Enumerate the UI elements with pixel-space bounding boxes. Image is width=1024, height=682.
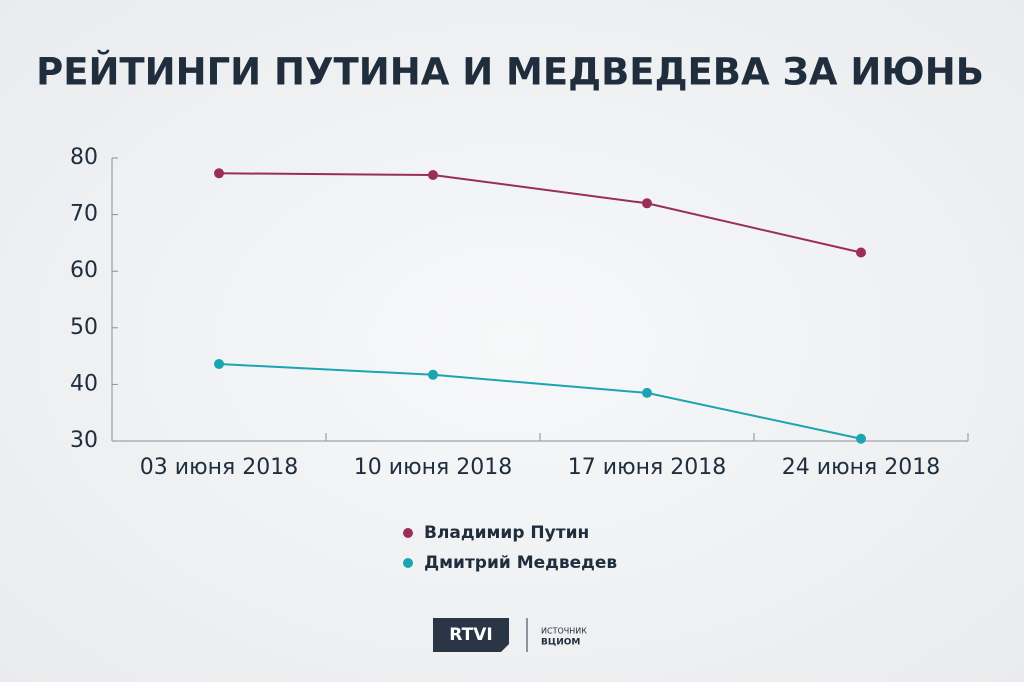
- chart-title: РЕЙТИНГИ ПУТИНА И МЕДВЕДЕВА ЗА ИЮНЬ: [36, 50, 984, 94]
- legend-marker: [403, 558, 413, 568]
- y-tick-label: 50: [70, 315, 98, 340]
- x-tick-label: 17 июня 2018: [568, 455, 726, 480]
- x-tick-label: 10 июня 2018: [354, 455, 512, 480]
- y-tick-label: 70: [70, 202, 98, 227]
- y-tick-label: 30: [70, 428, 98, 453]
- point: [642, 387, 652, 398]
- series-line: [218, 172, 862, 254]
- y-tick-label: 80: [70, 145, 98, 170]
- point: [428, 369, 438, 380]
- point: [214, 168, 224, 179]
- source: ВЦИОМ: [541, 638, 580, 648]
- x-tick-label: 03 июня 2018: [140, 455, 298, 480]
- logo-box: [433, 618, 509, 652]
- source-label: ИСТОЧНИК: [541, 627, 587, 636]
- legend-label: Владимир Путин: [424, 523, 589, 543]
- point: [428, 169, 438, 180]
- y-tick-label: 40: [70, 371, 98, 396]
- point: [856, 433, 866, 444]
- point: [856, 247, 866, 258]
- y-tick-label: 60: [70, 258, 98, 283]
- logo: RTVI: [449, 625, 492, 645]
- x-tick-label: 24 июня 2018: [782, 455, 940, 480]
- point: [642, 198, 652, 209]
- legend-label: Дмитрий Медведев: [424, 553, 617, 573]
- point: [214, 359, 224, 370]
- legend-marker: [403, 528, 413, 538]
- series-line: [218, 363, 862, 440]
